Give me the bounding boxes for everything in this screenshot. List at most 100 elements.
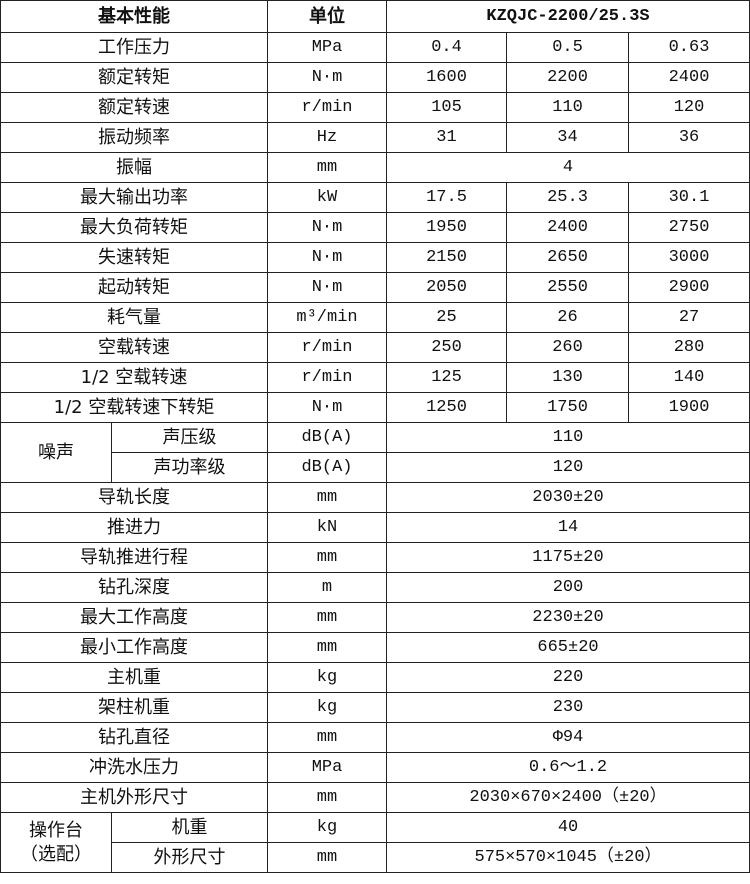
header-row: 基本性能 单位 KZQJC-2200/25.3S [0, 0, 750, 33]
param-value: 17.5 [386, 182, 507, 213]
param-value: 2200 [506, 62, 629, 93]
param-name: 振动频率 [0, 122, 268, 153]
param-value: 2150 [386, 242, 507, 273]
param-unit: m [267, 572, 387, 603]
param-value: 27 [627, 302, 750, 333]
table-row: 操作台 （选配） 机重 kg 40 [0, 812, 750, 873]
param-unit: MPa [267, 32, 387, 63]
param-value: 110 [506, 92, 629, 123]
table-row: 失速转矩 N·m 2150 2650 3000 [0, 242, 750, 273]
param-value: 3000 [627, 242, 750, 273]
param-value: 105 [386, 92, 507, 123]
header-unit: 单位 [267, 0, 387, 33]
param-unit: mm [267, 842, 387, 873]
param-name: 导轨推进行程 [0, 542, 268, 573]
table-row: 最大输出功率 kW 17.5 25.3 30.1 [0, 182, 750, 213]
param-unit: MPa [267, 752, 387, 783]
param-unit: dB(A) [267, 422, 387, 453]
param-value: 14 [385, 512, 750, 543]
param-unit: kg [267, 662, 387, 693]
param-value: 1900 [627, 392, 750, 423]
noise-group-label: 噪声 [0, 422, 112, 483]
param-value: 140 [627, 362, 750, 393]
console-label-line1: 操作台 [29, 819, 83, 841]
param-value: 2400 [627, 62, 750, 93]
param-name: 失速转矩 [0, 242, 268, 273]
param-name: 1/2 空载转速 [0, 362, 268, 393]
param-unit: r/min [267, 362, 387, 393]
table-row: 导轨长度 mm 2030±20 [0, 482, 750, 513]
param-name: 导轨长度 [0, 482, 268, 513]
table-row: 噪声 声压级 dB(A) 110 [0, 422, 750, 483]
param-name: 声功率级 [111, 452, 268, 483]
table-row: 钻孔直径 mm Φ94 [0, 722, 750, 753]
param-value: 575×570×1045（±20） [385, 842, 750, 873]
param-unit: kN [267, 512, 387, 543]
param-value: 2900 [627, 272, 750, 303]
param-value: 1175±20 [385, 542, 750, 573]
param-value: 0.63 [627, 32, 750, 63]
table-row: 声功率级 dB(A) 120 [1, 452, 750, 483]
header-model: KZQJC-2200/25.3S [385, 0, 750, 33]
param-value: 4 [385, 152, 750, 183]
param-name: 额定转矩 [0, 62, 268, 93]
table-row: 冲洗水压力 MPa 0.6～1.2 [0, 752, 750, 783]
table-row: 1/2 空载转速下转矩 N·m 1250 1750 1900 [0, 392, 750, 423]
table-row: 额定转速 r/min 105 110 120 [0, 92, 750, 123]
param-name: 耗气量 [0, 302, 268, 333]
param-value: 31 [386, 122, 507, 153]
param-name: 振幅 [0, 152, 268, 183]
param-value: 250 [386, 332, 507, 363]
param-unit: dB(A) [267, 452, 387, 483]
param-unit: N·m [267, 392, 387, 423]
param-name: 钻孔深度 [0, 572, 268, 603]
table-row: 最小工作高度 mm 665±20 [0, 632, 750, 663]
param-unit: kg [267, 692, 387, 723]
table-row: 工作压力 MPa 0.4 0.5 0.63 [0, 32, 750, 63]
table-row: 振幅 mm 4 [0, 152, 750, 183]
table-row: 额定转矩 N·m 1600 2200 2400 [0, 62, 750, 93]
param-unit: mm [267, 602, 387, 633]
param-value: 1250 [386, 392, 507, 423]
param-value: 2750 [627, 212, 750, 243]
table-row: 空载转速 r/min 250 260 280 [0, 332, 750, 363]
param-name: 最大输出功率 [0, 182, 268, 213]
param-value: 0.4 [386, 32, 507, 63]
param-value: 30.1 [627, 182, 750, 213]
param-value: 2230±20 [385, 602, 750, 633]
param-name: 钻孔直径 [0, 722, 268, 753]
param-value: 230 [385, 692, 750, 723]
param-value: 25 [386, 302, 507, 333]
table-row: 耗气量 m³/min 25 26 27 [0, 302, 750, 333]
param-name: 架柱机重 [0, 692, 268, 723]
param-value: 125 [386, 362, 507, 393]
param-name: 最小工作高度 [0, 632, 268, 663]
param-value: 120 [627, 92, 750, 123]
param-unit: N·m [267, 242, 387, 273]
header-feature: 基本性能 [0, 0, 268, 33]
param-name: 推进力 [0, 512, 268, 543]
param-value: 1600 [386, 62, 507, 93]
param-value: 2050 [386, 272, 507, 303]
param-value: 1750 [506, 392, 629, 423]
table-row: 振动频率 Hz 31 34 36 [0, 122, 750, 153]
table-row: 钻孔深度 m 200 [0, 572, 750, 603]
param-name: 最大工作高度 [0, 602, 268, 633]
param-value: 0.6～1.2 [385, 752, 750, 783]
param-value: 2030×670×2400（±20） [385, 782, 750, 813]
param-unit: r/min [267, 332, 387, 363]
param-value: 260 [506, 332, 629, 363]
param-name: 外形尺寸 [111, 842, 268, 873]
param-name: 工作压力 [0, 32, 268, 63]
param-name: 1/2 空载转速下转矩 [0, 392, 268, 423]
param-unit: mm [267, 632, 387, 663]
table-row: 起动转矩 N·m 2050 2550 2900 [0, 272, 750, 303]
table-row: 主机重 kg 220 [0, 662, 750, 693]
param-value: 120 [385, 452, 750, 483]
console-label-line2: （选配） [20, 843, 92, 865]
table-row: 最大负荷转矩 N·m 1950 2400 2750 [0, 212, 750, 243]
param-value: 36 [627, 122, 750, 153]
param-unit: m³/min [267, 302, 387, 333]
param-unit: mm [267, 152, 387, 183]
